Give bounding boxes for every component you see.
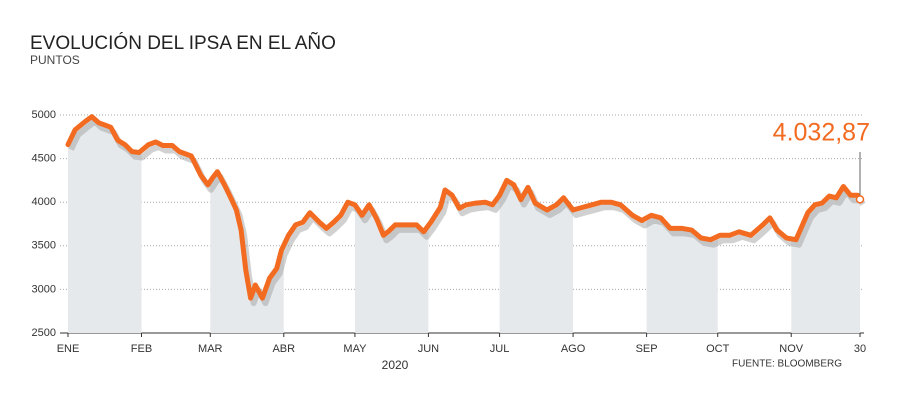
y-tick-label: 4000 <box>32 196 56 208</box>
y-tick-label: 3000 <box>32 283 56 295</box>
annotation-label: 4.032,87 <box>773 119 870 147</box>
x-tick-label: ENE <box>57 343 80 355</box>
y-tick-label: 2500 <box>32 327 56 339</box>
y-tick-label: 4500 <box>32 153 56 165</box>
x-tick-label: SEP <box>636 343 658 355</box>
x-tick-label: ABR <box>272 343 295 355</box>
y-tick-label: 5000 <box>32 109 56 121</box>
x-tick-label: 30 <box>854 343 866 355</box>
x-axis-label: 2020 <box>382 358 409 372</box>
x-tick-label: JUL <box>490 343 510 355</box>
x-tick-label: OCT <box>706 343 730 355</box>
source: FUENTE: BLOOMBERG <box>732 359 842 370</box>
x-tick-label: MAR <box>198 343 223 355</box>
x-tick-label: AGO <box>561 343 586 355</box>
line <box>65 114 863 301</box>
x-tick-label: FEB <box>131 343 152 355</box>
x-tick-label: NOV <box>779 343 804 355</box>
line-shadow <box>68 118 866 307</box>
x-tick-label: MAY <box>343 343 367 355</box>
x-tick-label: JUN <box>418 343 439 355</box>
y-tick-label: 3500 <box>32 240 56 252</box>
chart-title: EVOLUCIÓN DEL IPSA EN EL AÑO <box>30 32 336 54</box>
chart-subtitle: PUNTOS <box>30 53 80 67</box>
area <box>68 116 860 333</box>
end-point <box>855 195 865 204</box>
